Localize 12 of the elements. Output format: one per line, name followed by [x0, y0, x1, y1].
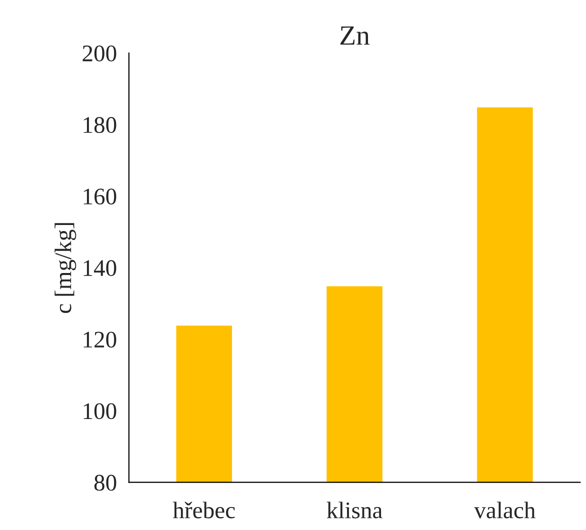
x-tick-label: valach	[474, 502, 536, 518]
x-tick-label: klisna	[326, 502, 382, 518]
chart-title: Zn	[340, 26, 370, 45]
y-tick-label: 120	[84, 332, 116, 348]
y-tick-label: 180	[84, 117, 116, 133]
y-tick-label: 140	[84, 260, 116, 276]
y-axis-title: c [mg/kg]	[54, 223, 76, 313]
y-tick-label: 200	[82, 45, 116, 62]
y-tick-label: 100	[84, 403, 116, 420]
x-tick-label: hřebec	[172, 502, 235, 518]
y-tick-label: 160	[84, 188, 116, 205]
y-tick-label: 80	[94, 474, 116, 491]
